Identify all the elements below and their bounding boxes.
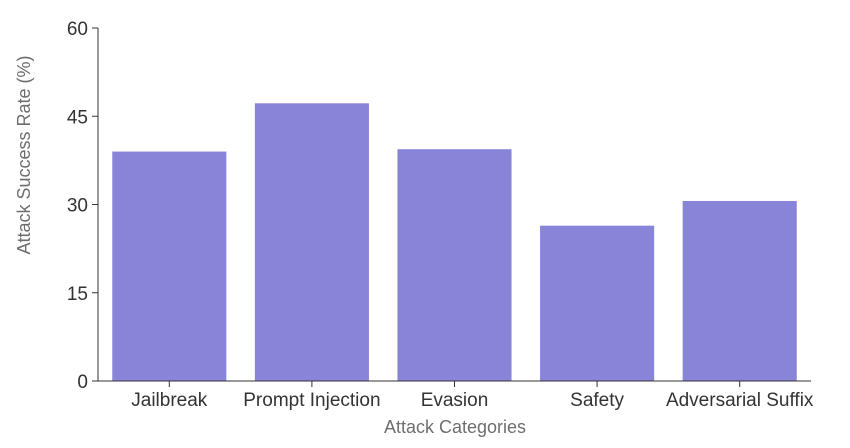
y-tick-label: 60 bbox=[67, 19, 88, 40]
x-tick-label: Safety bbox=[570, 390, 624, 411]
bar-safety[interactable] bbox=[540, 225, 655, 381]
x-tick-label: Jailbreak bbox=[131, 390, 208, 411]
y-tick-label: 30 bbox=[67, 196, 88, 217]
bar-adversarial-suffix[interactable] bbox=[682, 200, 797, 381]
x-tick-label: Prompt Injection bbox=[243, 390, 380, 411]
y-tick-label: 45 bbox=[67, 107, 88, 128]
x-axis-ticks: Jailbreak Prompt Injection Evasion Safety Ad… bbox=[131, 381, 814, 411]
x-tick-label: Adversarial Suffix bbox=[666, 390, 814, 411]
x-tick-label: Evasion bbox=[421, 390, 489, 411]
y-tick-label: 15 bbox=[67, 284, 88, 305]
y-tick-label: 0 bbox=[77, 372, 88, 393]
bar-jailbreak[interactable] bbox=[112, 151, 227, 381]
y-axis-title: Attack Success Rate (%) bbox=[14, 55, 34, 254]
y-axis-ticks: 0 15 30 45 60 bbox=[67, 19, 98, 393]
bar-evasion[interactable] bbox=[397, 149, 512, 381]
bar-prompt-injection[interactable] bbox=[254, 103, 369, 381]
x-axis-title: Attack Categories bbox=[384, 417, 526, 437]
bars-group bbox=[112, 103, 797, 381]
